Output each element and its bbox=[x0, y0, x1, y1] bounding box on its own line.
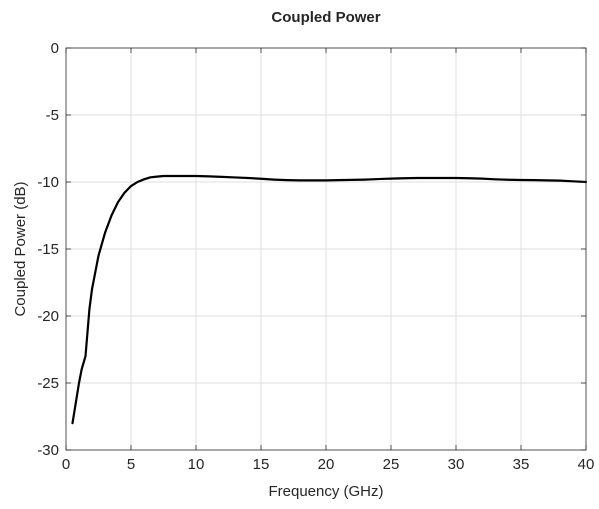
series-group bbox=[71, 174, 588, 425]
y-tick-label: -30 bbox=[37, 442, 59, 459]
chart-title: Coupled Power bbox=[271, 9, 380, 26]
x-axis-label: Frequency (GHz) bbox=[268, 483, 383, 500]
ticks: 0 5 10 15 20 25 30 35 40 -30 -25 -20 -15 -10 -5 0 bbox=[37, 40, 594, 473]
x-tick-label: 5 bbox=[127, 456, 135, 473]
y-tick-label: -10 bbox=[37, 174, 59, 191]
y-tick-label: -15 bbox=[37, 241, 59, 258]
x-tick-label: 10 bbox=[188, 456, 205, 473]
series-line bbox=[71, 174, 588, 425]
x-tick-label: 30 bbox=[448, 456, 465, 473]
y-tick-label: -5 bbox=[46, 107, 59, 124]
x-tick-label: 40 bbox=[578, 456, 595, 473]
x-tick-label: 15 bbox=[253, 456, 270, 473]
y-tick-label: -25 bbox=[37, 375, 59, 392]
x-tick-label: 20 bbox=[318, 456, 335, 473]
x-tick-label: 0 bbox=[62, 456, 70, 473]
y-tick-label: -20 bbox=[37, 308, 59, 325]
x-tick-label: 35 bbox=[513, 456, 530, 473]
grid bbox=[66, 48, 586, 450]
y-tick-label: 0 bbox=[51, 40, 59, 57]
x-tick-label: 25 bbox=[383, 456, 400, 473]
y-axis-label: Coupled Power (dB) bbox=[12, 181, 29, 316]
